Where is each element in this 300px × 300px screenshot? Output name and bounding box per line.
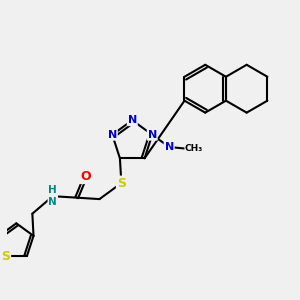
Text: N: N xyxy=(108,130,117,140)
Text: S: S xyxy=(117,177,126,190)
Text: N: N xyxy=(164,142,174,152)
Text: N: N xyxy=(148,130,157,140)
Text: H
N: H N xyxy=(48,185,57,207)
Text: N: N xyxy=(128,115,137,125)
Text: S: S xyxy=(1,250,10,262)
Text: CH₃: CH₃ xyxy=(185,144,203,153)
Text: O: O xyxy=(80,170,91,183)
